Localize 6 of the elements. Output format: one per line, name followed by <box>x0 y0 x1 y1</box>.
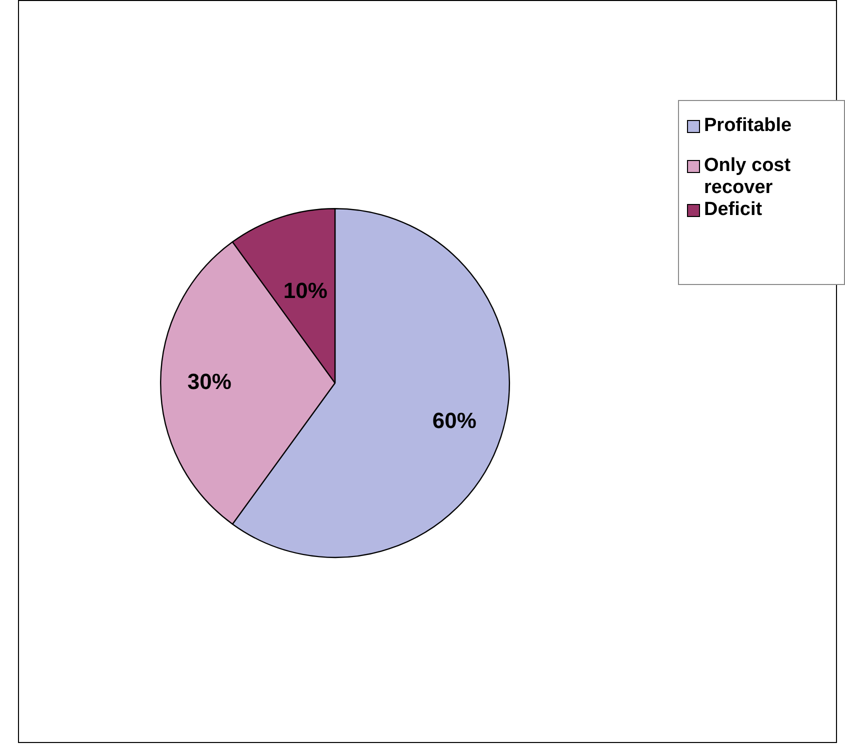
legend-label: Deficit <box>704 199 764 221</box>
data-label: 10% <box>283 278 328 303</box>
data-label: 30% <box>187 369 232 394</box>
legend-label: Only cost recover <box>704 155 792 199</box>
data-label: 60% <box>432 408 476 433</box>
legend-label: Profitable <box>704 115 793 137</box>
